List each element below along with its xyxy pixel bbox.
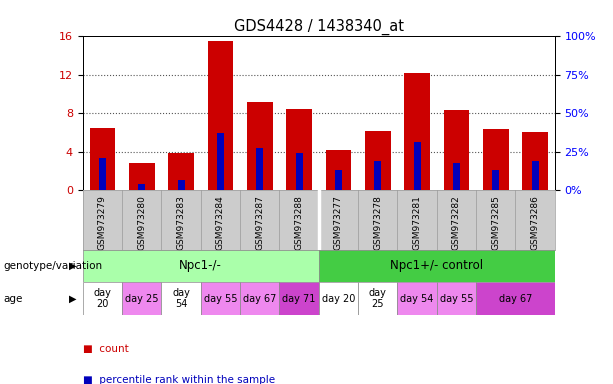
Text: genotype/variation: genotype/variation [3, 261, 102, 271]
Bar [319, 282, 358, 315]
Bar [122, 282, 161, 315]
Bar [319, 250, 555, 282]
Bar [286, 109, 312, 190]
Bar [256, 148, 264, 190]
Bar [83, 282, 122, 315]
Bar [240, 282, 280, 315]
Text: ▶: ▶ [69, 261, 77, 271]
Bar [444, 111, 469, 190]
Text: GSM973277: GSM973277 [334, 195, 343, 250]
Text: GSM973278: GSM973278 [373, 195, 383, 250]
Bar [326, 150, 351, 190]
Bar [397, 282, 436, 315]
Text: day 25: day 25 [125, 293, 159, 304]
Text: Npc1-/-: Npc1-/- [180, 260, 222, 272]
Text: day
54: day 54 [172, 288, 190, 310]
Bar [161, 282, 201, 315]
Bar [405, 73, 430, 190]
Text: GSM973279: GSM973279 [98, 195, 107, 250]
Text: GSM973282: GSM973282 [452, 195, 461, 250]
Text: GSM973287: GSM973287 [255, 195, 264, 250]
Text: day 55: day 55 [440, 293, 473, 304]
Text: day
25: day 25 [369, 288, 387, 310]
Bar [138, 184, 145, 190]
Bar [83, 250, 319, 282]
Bar [476, 282, 555, 315]
Bar [483, 129, 509, 190]
Text: ■  percentile rank within the sample: ■ percentile rank within the sample [83, 375, 275, 384]
Bar [436, 282, 476, 315]
Bar [99, 158, 106, 190]
Text: GSM973284: GSM973284 [216, 195, 225, 250]
Text: GSM973281: GSM973281 [413, 195, 422, 250]
Bar [358, 282, 397, 315]
Text: GSM973283: GSM973283 [177, 195, 186, 250]
Bar [201, 282, 240, 315]
Bar [492, 170, 500, 190]
Text: day 20: day 20 [322, 293, 355, 304]
Bar [453, 163, 460, 190]
Bar [531, 161, 539, 190]
Bar [208, 41, 233, 190]
Text: day 67: day 67 [243, 293, 276, 304]
Text: GSM973288: GSM973288 [295, 195, 303, 250]
Text: day 54: day 54 [400, 293, 434, 304]
Bar [217, 134, 224, 190]
Text: ■  count: ■ count [83, 344, 129, 354]
Text: GSM973280: GSM973280 [137, 195, 147, 250]
Bar [178, 180, 185, 190]
Bar [365, 131, 390, 190]
Text: day 71: day 71 [283, 293, 316, 304]
Bar [280, 282, 319, 315]
Text: day 67: day 67 [499, 293, 532, 304]
Title: GDS4428 / 1438340_at: GDS4428 / 1438340_at [234, 19, 404, 35]
Bar [89, 127, 115, 190]
Bar [414, 142, 421, 190]
Bar [295, 152, 303, 190]
Bar [522, 131, 548, 190]
Text: age: age [3, 293, 23, 304]
Bar [129, 163, 154, 190]
Text: ▶: ▶ [69, 293, 77, 304]
Text: day 55: day 55 [204, 293, 237, 304]
Bar [374, 161, 381, 190]
Text: GSM973285: GSM973285 [491, 195, 500, 250]
Bar [169, 152, 194, 190]
Text: Npc1+/- control: Npc1+/- control [390, 260, 483, 272]
Text: day
20: day 20 [94, 288, 112, 310]
Bar [247, 102, 273, 190]
Text: GSM973286: GSM973286 [531, 195, 539, 250]
Bar [335, 170, 342, 190]
